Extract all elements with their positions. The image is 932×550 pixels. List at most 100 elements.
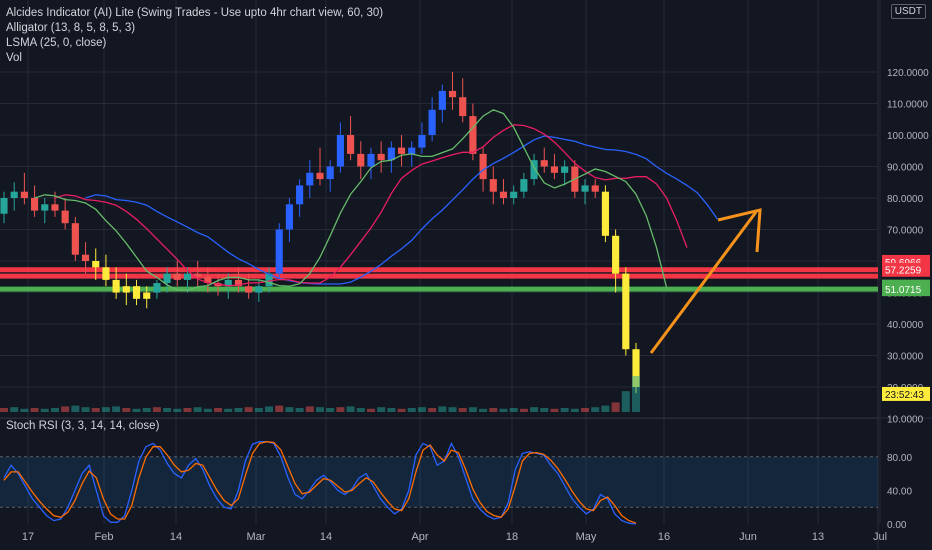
legend-lsma[interactable]: LSMA (25, 0, close) — [6, 37, 107, 49]
volume-bar — [591, 407, 600, 412]
volume-bar — [550, 408, 559, 412]
candle-body — [489, 179, 497, 192]
rsi-band — [0, 456, 878, 508]
candle-body — [550, 166, 559, 173]
volume-bar — [417, 407, 426, 412]
volume-bar — [458, 408, 467, 412]
candle-body — [41, 204, 49, 211]
candle-body — [245, 286, 253, 293]
currency-badge[interactable]: USDT — [890, 4, 926, 19]
volume-bar — [61, 406, 70, 412]
volume-bar — [632, 376, 640, 412]
candle-body — [194, 273, 202, 277]
candle-body — [632, 349, 640, 387]
legend-alcides[interactable]: Alcides Indicator (AI) Lite (Swing Trade… — [6, 7, 384, 19]
x-tick-label: Jul — [873, 531, 887, 543]
price-label-bg — [882, 262, 930, 277]
x-tick-label: 17 — [22, 531, 34, 543]
candle-body — [448, 90, 457, 98]
volume-bar — [112, 406, 121, 412]
volume-bar — [438, 406, 447, 412]
volume-bar — [581, 408, 590, 412]
legend-volume[interactable]: Vol — [6, 52, 22, 64]
volume-bar — [305, 406, 314, 412]
candle-body — [397, 147, 406, 154]
forecast-arrow — [649, 211, 758, 354]
volume-bar — [214, 408, 223, 412]
y-tick-label: 90.0000 — [887, 163, 924, 174]
candle-body — [428, 109, 436, 135]
candle-body — [612, 235, 620, 274]
candle-body — [61, 210, 69, 224]
candle-body — [143, 292, 151, 299]
volume-bar — [203, 408, 212, 412]
legend-alligator[interactable]: Alligator (13, 8, 5, 8, 5, 3) — [6, 22, 136, 34]
volume-bar — [519, 408, 528, 412]
candle-body — [326, 166, 334, 180]
volume-bar — [387, 408, 396, 412]
volume-bar — [101, 407, 110, 412]
candle-body — [510, 191, 518, 198]
x-tick-label: 13 — [812, 531, 824, 543]
alligator-lips-line — [34, 109, 668, 292]
y-tick-label: 100.0000 — [887, 131, 929, 142]
volume-bar — [91, 408, 100, 412]
volume-bar — [244, 407, 253, 412]
candle-body — [153, 283, 161, 293]
y-tick-label: 70.0000 — [887, 226, 924, 237]
candle-body — [204, 276, 212, 284]
candle-body — [285, 204, 293, 230]
candle-body — [10, 191, 18, 198]
candle-body — [183, 273, 192, 280]
volume-bar — [356, 408, 365, 412]
y-tick-label: 80.0000 — [887, 194, 924, 205]
volume-bar — [601, 405, 610, 412]
volume-bar — [316, 407, 324, 412]
rsi-tick-label: 80.00 — [887, 453, 912, 464]
candle-body — [0, 198, 8, 214]
volume-bar — [132, 408, 141, 412]
x-tick-label: 14 — [170, 531, 182, 543]
candle-body — [479, 153, 487, 180]
rsi-tick-label: 40.00 — [887, 486, 912, 497]
candle-body — [306, 172, 314, 186]
volume-bar — [183, 408, 192, 412]
forecast-arrowhead — [717, 208, 762, 253]
volume-bar — [397, 408, 406, 412]
candle-body — [622, 273, 630, 350]
volume-bar — [621, 391, 630, 412]
volume-bar — [152, 407, 161, 412]
candle-body — [336, 135, 344, 167]
volume-bar — [530, 407, 539, 412]
volume-bar — [81, 407, 90, 412]
indicator-legend: Alcides Indicator (AI) Lite (Swing Trade… — [6, 6, 383, 66]
candle-body — [51, 204, 59, 211]
candle-body — [520, 179, 528, 192]
candle-body — [102, 267, 110, 280]
y-tick-label: 30.0000 — [887, 352, 924, 363]
candle-body — [92, 261, 100, 268]
candle-body — [234, 279, 243, 287]
stoch-rsi-legend[interactable]: Stoch RSI (3, 3, 14, 14, close) — [6, 420, 160, 432]
candle-body — [347, 135, 355, 154]
candle-body — [81, 254, 90, 261]
price-label-bg — [882, 282, 930, 297]
candle-body — [408, 147, 416, 154]
volume-bar — [265, 406, 274, 412]
volume-bar — [489, 408, 498, 412]
volume-bar — [428, 408, 437, 412]
candle-body — [387, 147, 395, 161]
volume-bar — [193, 407, 202, 412]
volume-bar — [50, 408, 59, 412]
volume-bar — [468, 407, 477, 412]
volume-bar — [254, 408, 263, 412]
volume-bar — [20, 408, 29, 412]
price-label-text: 51.0715 — [885, 285, 922, 296]
y-tick-label: 120.0000 — [887, 68, 929, 79]
candle-body — [173, 273, 181, 280]
price-label-text: 23:52:43 — [885, 390, 924, 401]
candle-body — [296, 185, 304, 205]
volume-bar — [377, 407, 386, 412]
candle-body — [601, 191, 609, 236]
